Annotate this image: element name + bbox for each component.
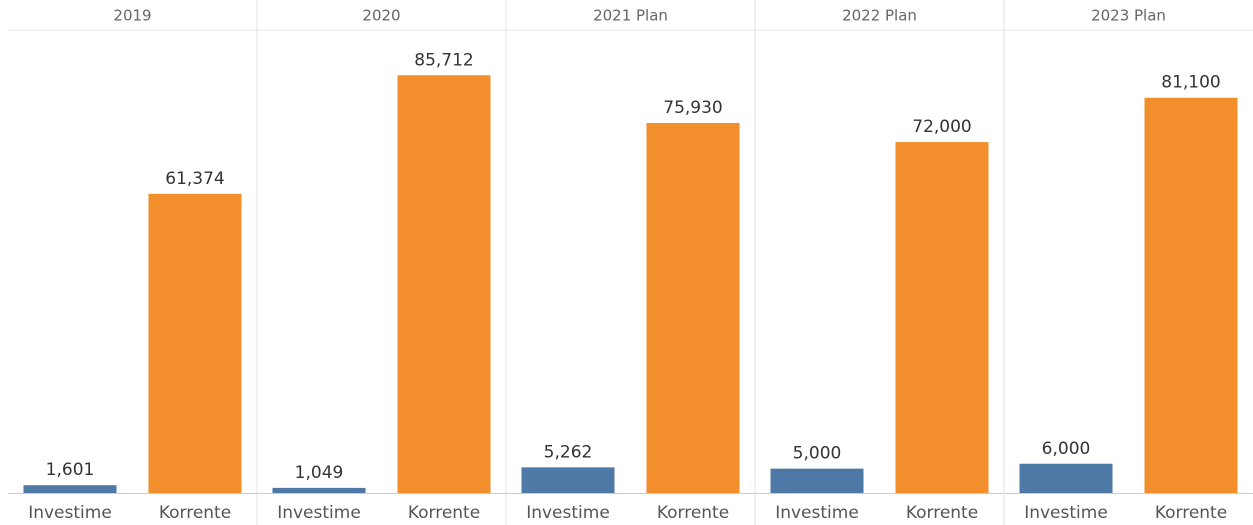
value-label: 1,049 xyxy=(295,463,344,483)
panel-title: 2020 xyxy=(362,7,400,25)
bar xyxy=(272,487,366,493)
x-tick-label: Korrente xyxy=(1155,503,1227,523)
x-tick-label: Korrente xyxy=(159,503,231,523)
x-tick-label: Korrente xyxy=(906,503,978,523)
x-tick-label: Investime xyxy=(277,503,361,523)
x-tick-label: Korrente xyxy=(657,503,729,523)
value-label: 5,000 xyxy=(793,444,842,464)
panel-title: 2022 Plan xyxy=(842,7,917,25)
value-label: 81,100 xyxy=(1161,73,1220,93)
x-tick-label: Investime xyxy=(526,503,610,523)
value-label: 6,000 xyxy=(1042,439,1091,459)
panel-title: 2019 xyxy=(113,7,151,25)
value-label: 5,262 xyxy=(544,442,593,462)
bar xyxy=(1019,463,1113,493)
value-label: 75,930 xyxy=(663,98,722,118)
x-tick-label: Investime xyxy=(28,503,112,523)
bar xyxy=(895,142,989,494)
x-tick-label: Investime xyxy=(1024,503,1108,523)
bar xyxy=(646,122,740,493)
x-tick-label: Korrente xyxy=(408,503,480,523)
value-label: 61,374 xyxy=(165,169,224,189)
bar xyxy=(1144,97,1238,494)
bar xyxy=(148,193,242,493)
value-label: 85,712 xyxy=(414,50,473,70)
bar xyxy=(23,485,117,493)
bar xyxy=(770,468,864,493)
panel-title: 2021 Plan xyxy=(593,7,668,25)
bar xyxy=(521,467,615,493)
value-label: 1,601 xyxy=(46,460,95,480)
panel-title: 2023 Plan xyxy=(1091,7,1166,25)
bar xyxy=(397,75,491,493)
x-tick-label: Investime xyxy=(775,503,859,523)
value-label: 72,000 xyxy=(912,117,971,137)
